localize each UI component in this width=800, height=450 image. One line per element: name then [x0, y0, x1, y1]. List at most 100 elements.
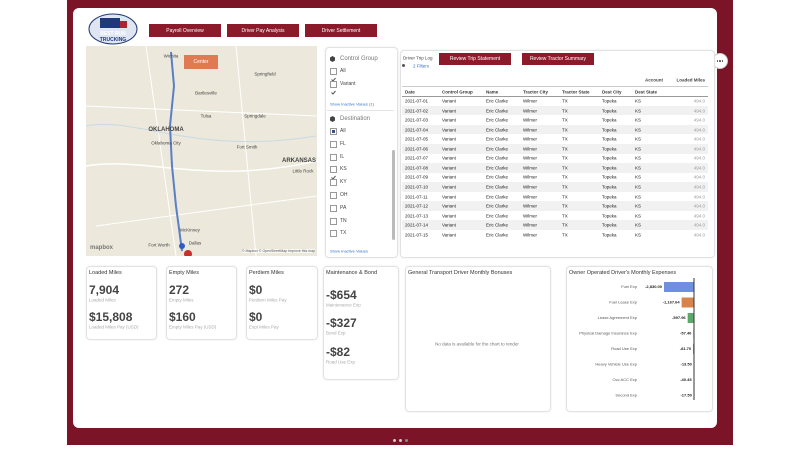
table-cell: TX: [562, 174, 568, 180]
filter-option[interactable]: PA: [340, 204, 347, 211]
kpi-label: Maintenance Exp: [326, 302, 361, 308]
map-label: Springdale: [244, 113, 266, 119]
checkbox[interactable]: [330, 217, 337, 225]
table-cell: Wilmer: [523, 194, 537, 199]
show-inactive-link[interactable]: Show Inactive Values (1): [330, 101, 374, 107]
table-cell: 494.0: [693, 184, 705, 190]
y-tick-label: Heavy Vehicle Use Exp: [595, 362, 637, 367]
table-cell: TX: [562, 222, 568, 228]
table-cell: 494.0: [693, 194, 705, 199]
table-cell: Variant: [442, 203, 456, 209]
column-header: Dest City: [602, 89, 622, 95]
map-label: McKinney: [180, 227, 200, 233]
checkbox[interactable]: [330, 153, 337, 161]
table-cell: Eric Clarke: [486, 155, 509, 161]
map-center-button[interactable]: Center: [184, 55, 218, 69]
group-header: Loaded Miles: [676, 77, 705, 83]
checkbox[interactable]: [330, 192, 337, 199]
table-cell: 2021-07-14: [405, 222, 429, 228]
map-label: Fort Smith: [236, 144, 258, 150]
kpi-title: Perdiem Miles: [249, 270, 284, 276]
table-cell: TX: [562, 108, 568, 114]
map-label: Dallas: [188, 240, 202, 246]
table-cell: 2021-07-15: [405, 232, 429, 238]
table-cell: Eric Clarke: [486, 203, 509, 209]
trip-log-filters[interactable]: 2 Filters: [413, 63, 430, 69]
data-label: -13.50: [681, 362, 693, 367]
table-cell: Eric Clarke: [486, 174, 509, 180]
table-cell: Eric Clarke: [486, 194, 509, 199]
table-cell: Topeka: [602, 203, 617, 209]
table-cell: KS: [635, 213, 642, 219]
filter-option[interactable]: IL: [340, 153, 345, 160]
checkbox[interactable]: [330, 204, 337, 212]
checkbox[interactable]: [330, 179, 337, 187]
table-cell: KS: [635, 184, 642, 190]
table-cell: 2021-07-13: [405, 213, 429, 219]
table-cell: Eric Clarke: [486, 184, 509, 190]
checkbox[interactable]: [330, 81, 337, 95]
expense-chart: Fuel Exp -2,830.00 Fuel Lease Exp -1,167.64…: [579, 278, 695, 401]
table-cell: TX: [562, 203, 568, 209]
table-cell: TX: [562, 136, 568, 142]
filter-option[interactable]: TX: [340, 230, 347, 237]
table-cell: 494.0: [693, 232, 705, 238]
nav-button[interactable]: Payroll Overview: [149, 24, 221, 37]
table-cell: 494.0: [693, 203, 705, 209]
table-cell: Topeka: [602, 184, 617, 190]
empty-message: No data is available for the chart to re…: [435, 341, 519, 347]
table-cell: Eric Clarke: [486, 136, 509, 142]
trip-log-title: Driver Trip Log: [403, 55, 433, 61]
filter-option[interactable]: FL: [340, 140, 346, 147]
filter-option[interactable]: All: [340, 68, 346, 74]
divider: [327, 110, 394, 111]
table-cell: Topeka: [602, 174, 617, 180]
kpi-label: Expt Miles Pay: [249, 324, 279, 330]
kpi-card: [166, 266, 237, 340]
table-cell: TX: [562, 127, 568, 133]
checkbox[interactable]: [330, 230, 337, 238]
nav-button[interactable]: Driver Settlement: [305, 24, 377, 37]
trip-log-button[interactable]: Review Tractor Summary: [522, 53, 594, 65]
filter-option[interactable]: All: [340, 128, 346, 134]
column-header: Control Group: [442, 89, 473, 95]
filter-title: Control Group: [340, 56, 378, 62]
table-cell: Eric Clarke: [486, 146, 509, 152]
table-cell: Eric Clarke: [486, 127, 509, 133]
trip-log-button[interactable]: Review Trip Statement: [439, 53, 511, 65]
row-band: [402, 105, 708, 116]
data-label: -81.70: [680, 346, 692, 351]
filter-option[interactable]: OH: [340, 192, 348, 198]
map-attribution: © Mapbox © OpenStreetMap Improve this ma…: [241, 249, 315, 253]
checkbox[interactable]: [330, 128, 337, 135]
kpi-value: -$654: [326, 288, 357, 302]
kpi-value: $15,808: [89, 310, 133, 324]
table-cell: Wilmer: [523, 184, 537, 190]
checkbox[interactable]: [330, 140, 337, 148]
table-cell: TX: [562, 232, 568, 238]
filter-option[interactable]: Variant: [340, 81, 356, 87]
table-cell: 2021-07-04: [405, 127, 429, 133]
y-tick-label: Road Use Exp: [611, 346, 638, 351]
show-inactive-link[interactable]: Show Inactive Values: [330, 248, 368, 254]
checkbox[interactable]: [330, 166, 337, 181]
y-tick-label: Fuel Lease Exp: [609, 300, 638, 305]
table-cell: Topeka: [602, 98, 617, 104]
map-label: ARKANSAS: [281, 158, 317, 164]
table-cell: Eric Clarke: [486, 222, 509, 228]
table-cell: Variant: [442, 155, 456, 161]
table-cell: KS: [635, 127, 642, 133]
nav-button[interactable]: Driver Pay Analysis: [227, 24, 299, 37]
table-cell: Variant: [442, 174, 456, 180]
y-tick-label: Physical Damage Insurance Exp: [579, 331, 638, 336]
filter-option[interactable]: KY: [340, 179, 347, 186]
table-cell: Variant: [442, 222, 456, 228]
table-cell: Variant: [442, 146, 456, 152]
table-cell: Topeka: [602, 127, 617, 133]
table-cell: 494.0: [693, 146, 705, 152]
filter-option[interactable]: TN: [340, 217, 347, 224]
filter-option[interactable]: KS: [340, 166, 347, 173]
table-cell: Wilmer: [523, 146, 537, 152]
table-cell: Variant: [442, 165, 456, 171]
checkbox[interactable]: [330, 68, 337, 82]
